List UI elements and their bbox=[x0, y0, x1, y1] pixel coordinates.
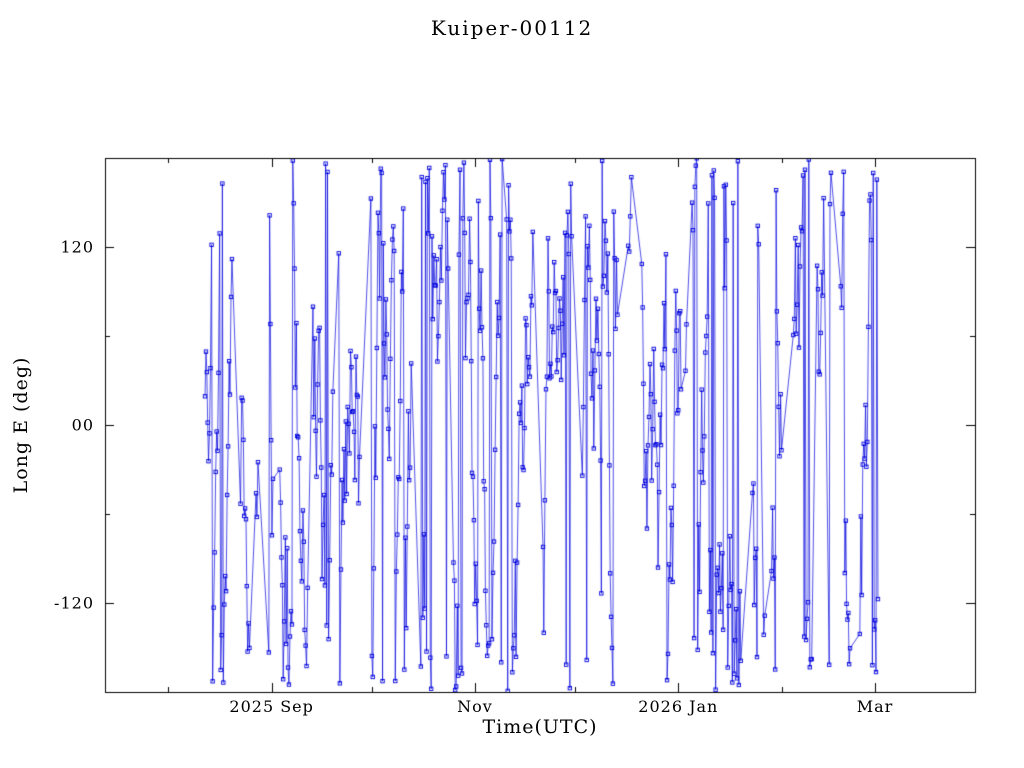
x-tick-label: 2025 Sep bbox=[229, 697, 314, 716]
x-tick-label: Nov bbox=[457, 697, 493, 716]
y-tick-label: 120 bbox=[60, 237, 94, 257]
y-axis-label: Long E (deg) bbox=[10, 356, 32, 494]
chart-title: Kuiper-00112 bbox=[430, 16, 594, 40]
x-tick-label: 2026 Jan bbox=[638, 697, 719, 716]
x-tick-label: Mar bbox=[856, 697, 894, 716]
x-axis-label: Time(UTC) bbox=[482, 716, 598, 738]
y-tick-label: 00 bbox=[71, 415, 94, 435]
y-tick-label: -120 bbox=[54, 593, 94, 613]
